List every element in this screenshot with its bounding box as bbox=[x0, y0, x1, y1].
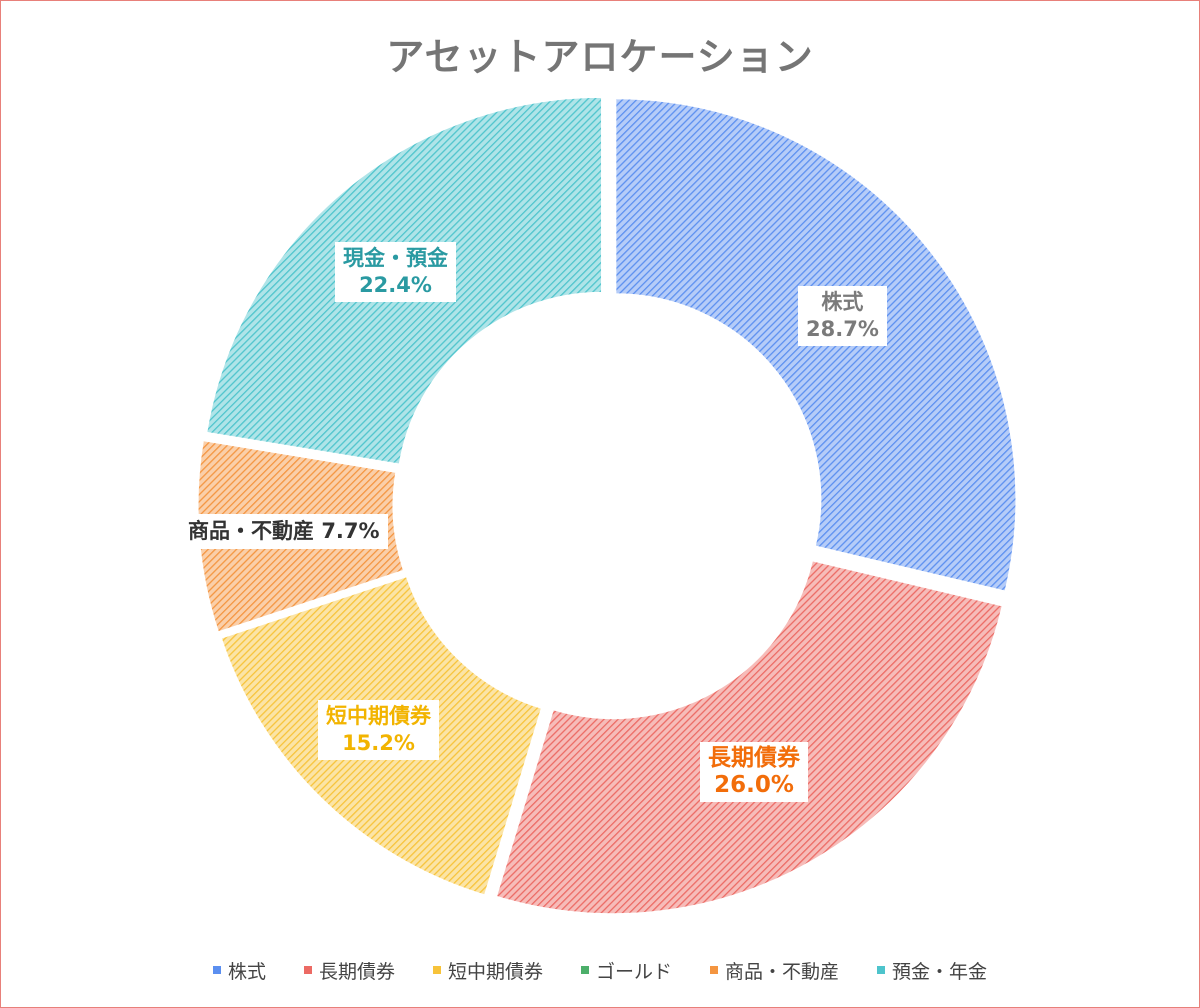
chart-legend: 株式 長期債券 短中期債券 ゴールド 商品・不動産 預金・年金 bbox=[0, 955, 1200, 985]
data-label-commodities-realestate-value: 7.7% bbox=[321, 519, 380, 543]
legend-item-long-term-bonds: 長期債券 bbox=[303, 957, 395, 984]
data-label-long-term-bonds-value: 26.0% bbox=[714, 772, 794, 798]
legend-label: 預金・年金 bbox=[892, 960, 988, 983]
legend-item-short-mid-bonds: 短中期債券 bbox=[432, 957, 543, 984]
legend-item-commodities-realestate: 商品・不動産 bbox=[710, 957, 839, 984]
legend-swatch-icon bbox=[303, 966, 312, 974]
legend-label: ゴールド bbox=[596, 960, 673, 983]
data-label-commodities-realestate: 商品・不動産 7.7% bbox=[180, 514, 388, 549]
data-label-cash-deposits-category: 現金・預金 bbox=[343, 246, 448, 270]
legend-label: 商品・不動産 bbox=[725, 960, 840, 983]
legend-swatch-icon bbox=[212, 966, 221, 974]
data-label-short-mid-bonds-category: 短中期債券 bbox=[326, 704, 431, 728]
data-label-stocks-value: 28.7% bbox=[806, 317, 879, 341]
data-label-cash-deposits: 現金・預金 22.4% bbox=[335, 242, 456, 302]
data-label-cash-deposits-value: 22.4% bbox=[359, 273, 432, 297]
legend-swatch-icon bbox=[710, 966, 719, 974]
legend-item-gold: ゴールド bbox=[581, 957, 672, 984]
data-label-stocks-category: 株式 bbox=[821, 290, 864, 314]
data-label-short-mid-bonds-value: 15.2% bbox=[342, 731, 415, 755]
data-label-short-mid-bonds: 短中期債券 15.2% bbox=[318, 700, 439, 760]
data-label-commodities-realestate-category: 商品・不動産 bbox=[188, 519, 314, 543]
legend-item-stocks: 株式 bbox=[212, 957, 266, 984]
chart-title: アセットアロケーション bbox=[386, 35, 814, 79]
data-label-long-term-bonds: 長期債券 26.0% bbox=[700, 742, 808, 802]
legend-label: 株式 bbox=[227, 960, 266, 983]
legend-label: 短中期債券 bbox=[447, 960, 543, 983]
data-label-long-term-bonds-category: 長期債券 bbox=[708, 745, 800, 771]
data-label-stocks: 株式 28.7% bbox=[798, 286, 887, 346]
legend-swatch-icon bbox=[877, 966, 886, 974]
legend-swatch-icon bbox=[432, 966, 441, 974]
data-label-commodities-realestate-text: 商品・不動産 7.7% bbox=[188, 518, 380, 545]
slice-long-term-bonds bbox=[495, 560, 1003, 915]
legend-label: 長期債券 bbox=[318, 960, 395, 983]
legend-item-deposits-pension: 預金・年金 bbox=[877, 957, 987, 984]
legend-swatch-icon bbox=[581, 966, 589, 974]
